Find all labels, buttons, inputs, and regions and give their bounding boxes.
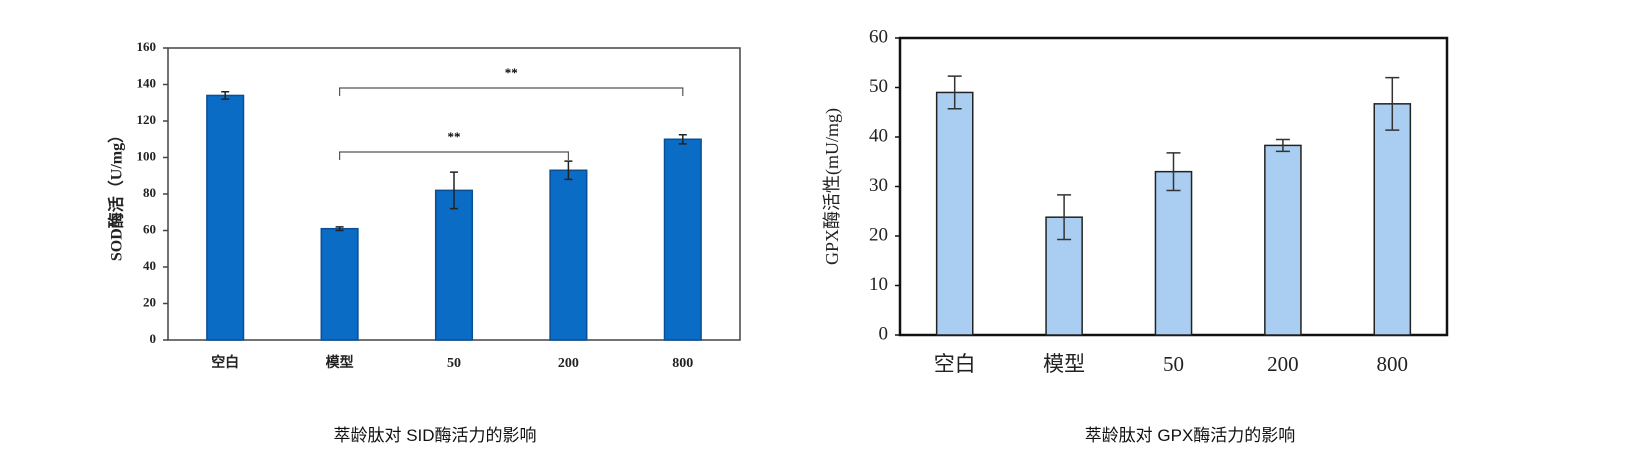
chart-caption: 萃龄肽对 GPX酶活力的影响 — [1084, 426, 1296, 445]
significance-bracket — [339, 87, 684, 96]
y-tick-label: 30 — [869, 175, 888, 196]
y-tick-label: 80 — [143, 185, 156, 200]
bar — [434, 189, 474, 341]
bar — [1154, 170, 1193, 336]
error-bar — [1385, 76, 1400, 131]
x-tick-label: 模型 — [326, 354, 354, 371]
error-bar — [1166, 152, 1181, 192]
significance-label: ** — [448, 129, 461, 144]
x-tick-label: 200 — [558, 356, 579, 371]
x-tick-label: 200 — [1267, 352, 1299, 376]
y-tick-label: 20 — [869, 224, 888, 245]
y-tick-label: 120 — [137, 112, 157, 127]
y-tick-label: 0 — [879, 323, 889, 344]
y-tick-label: 60 — [143, 221, 156, 236]
y-tick-label: 0 — [150, 331, 157, 346]
y-tick-label: 40 — [143, 258, 156, 273]
error-bar — [678, 133, 687, 145]
x-tick-label: 空白 — [211, 354, 239, 371]
y-tick-label: 140 — [137, 75, 157, 90]
x-tick-label: 50 — [1163, 352, 1184, 376]
bar — [549, 169, 588, 341]
error-bar — [335, 226, 344, 232]
error-bar — [450, 171, 458, 210]
y-tick-label: 50 — [869, 76, 888, 97]
error-bar — [221, 91, 230, 100]
bar — [935, 91, 974, 336]
x-tick-label: 800 — [672, 356, 693, 371]
y-axis-label: GPX酶活性(mU/mg) — [822, 108, 843, 265]
error-bar — [1057, 194, 1072, 241]
significance-label: ** — [505, 65, 518, 80]
bar — [206, 94, 245, 341]
x-tick-label: 模型 — [1043, 352, 1085, 376]
error-bar — [564, 160, 573, 181]
y-tick-label: 60 — [869, 26, 888, 47]
error-bar — [1275, 138, 1290, 153]
bar — [1373, 103, 1412, 336]
chart-caption: 萃龄肽对 SID酶活力的影响 — [333, 426, 537, 445]
bar — [663, 138, 702, 341]
significance-bracket — [339, 151, 569, 160]
y-axis-label: SOD酶活（U/mg） — [107, 127, 126, 261]
y-tick-label: 100 — [137, 148, 157, 163]
x-tick-label: 50 — [447, 356, 461, 371]
error-bar — [947, 75, 962, 110]
bar — [320, 227, 359, 341]
y-tick-label: 10 — [869, 274, 888, 295]
x-tick-label: 空白 — [934, 352, 976, 376]
y-tick-label: 20 — [143, 294, 156, 309]
y-tick-label: 160 — [137, 39, 157, 54]
y-tick-label: 40 — [869, 125, 888, 146]
bar — [1264, 144, 1302, 336]
x-tick-label: 800 — [1377, 352, 1409, 376]
